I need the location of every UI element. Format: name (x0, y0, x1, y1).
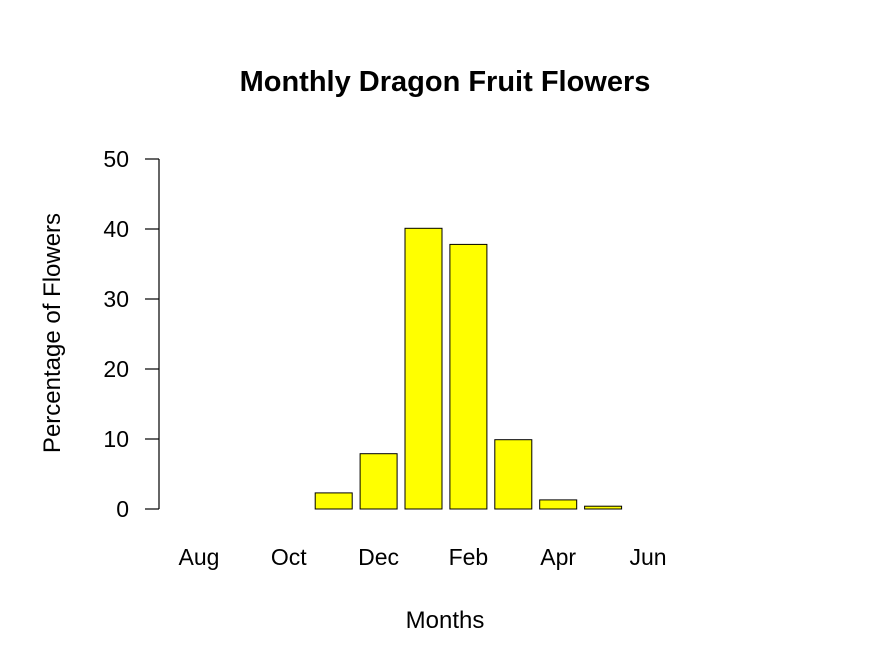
chart-title: Monthly Dragon Fruit Flowers (240, 66, 651, 98)
bar-mar (494, 439, 533, 510)
y-axis-label: Percentage of Flowers (39, 213, 66, 453)
x-tick-label-feb: Feb (449, 544, 489, 570)
y-tick-label: 20 (103, 356, 129, 382)
x-axis-label: Months (406, 607, 485, 634)
bar-feb (449, 243, 488, 510)
x-tick-labels: Aug Oct Dec Feb Apr Jun (179, 544, 667, 570)
bar-nov (314, 492, 353, 510)
y-axis: 0 10 20 30 40 50 (103, 146, 160, 522)
y-tick-label: 40 (103, 216, 129, 242)
bar-may (584, 505, 623, 510)
y-tick-label: 0 (116, 496, 129, 522)
bars-group (314, 227, 623, 510)
bar-jan (404, 227, 443, 510)
bar-apr (539, 499, 578, 510)
y-tick-label: 50 (103, 146, 129, 172)
x-tick-label-dec: Dec (358, 544, 399, 570)
x-tick-label-jun: Jun (629, 544, 666, 570)
x-tick-label-apr: Apr (540, 544, 576, 570)
x-tick-label-aug: Aug (179, 544, 220, 570)
x-tick-label-oct: Oct (271, 544, 307, 570)
y-tick-label: 10 (103, 426, 129, 452)
y-tick-label: 30 (103, 286, 129, 312)
bar-dec (359, 453, 398, 510)
